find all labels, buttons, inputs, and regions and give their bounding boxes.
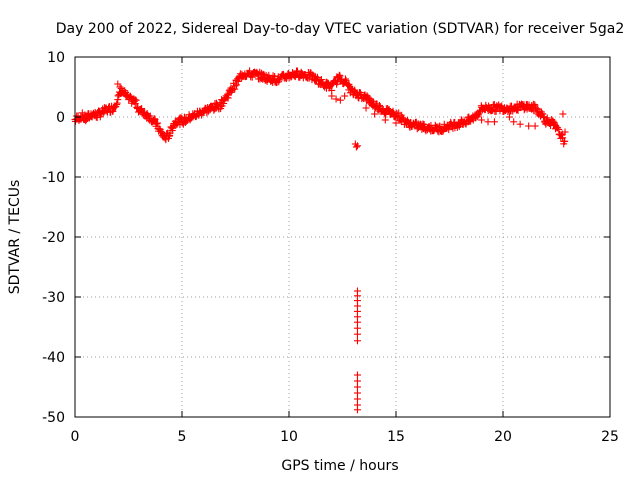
x-tick-label: 15 <box>387 429 405 445</box>
data-point <box>353 395 361 403</box>
data-point <box>561 128 569 136</box>
data-point <box>231 82 239 90</box>
data-point <box>248 73 256 81</box>
data-point <box>153 120 161 128</box>
data-point <box>212 99 220 107</box>
data-point <box>347 84 355 92</box>
data-point <box>353 337 361 345</box>
data-point <box>138 105 146 113</box>
y-axis: 10 0 -10 -20 -30 -40 -50 <box>42 50 610 426</box>
data-point <box>375 101 383 109</box>
x-tick-label: 0 <box>71 429 80 445</box>
data-point <box>353 324 361 332</box>
y-tick-label: 10 <box>47 50 65 66</box>
data-point <box>516 120 524 128</box>
data-point <box>392 119 400 127</box>
data-point <box>510 118 518 126</box>
data-point <box>490 118 498 126</box>
data-point <box>398 113 406 121</box>
data-point <box>323 78 331 86</box>
data-point <box>554 124 562 132</box>
data-point <box>294 68 302 76</box>
data-point <box>353 330 361 338</box>
data-point <box>445 126 453 134</box>
data-point <box>352 143 360 151</box>
y-tick-label: -30 <box>42 290 65 306</box>
data-point <box>335 71 343 79</box>
data-point <box>364 93 372 101</box>
data-point <box>384 105 392 113</box>
data-point <box>353 389 361 397</box>
data-point <box>113 99 121 107</box>
y-axis-title: SDTVAR / TECUs <box>7 180 23 295</box>
data-point <box>478 116 486 124</box>
x-tick-label: 25 <box>601 429 619 445</box>
data-point <box>269 72 277 80</box>
data-point <box>151 116 159 124</box>
data-point <box>353 371 361 379</box>
data-point <box>341 92 349 100</box>
data-point <box>157 127 165 135</box>
data-point <box>150 116 158 124</box>
data-point <box>362 104 370 112</box>
data-point <box>388 109 396 117</box>
data-point <box>525 122 533 130</box>
data-point <box>420 121 428 129</box>
data-point <box>371 110 379 118</box>
data-point <box>137 105 145 113</box>
data-point <box>561 137 569 145</box>
data-point <box>234 77 242 85</box>
data-point <box>353 383 361 391</box>
data-point <box>505 113 513 121</box>
data-point <box>353 406 361 414</box>
y-tick-label: 0 <box>56 110 65 126</box>
data-point <box>146 112 154 120</box>
data-marks <box>71 67 569 414</box>
data-point <box>484 118 492 126</box>
data-point <box>349 90 357 98</box>
x-tick-label: 20 <box>494 429 512 445</box>
data-point <box>531 122 539 130</box>
data-point <box>353 377 361 385</box>
data-point <box>116 83 124 91</box>
data-point <box>353 318 361 326</box>
data-point <box>336 96 344 104</box>
data-point <box>332 95 340 103</box>
data-point <box>550 120 558 128</box>
data-point <box>461 119 469 127</box>
y-tick-label: -20 <box>42 230 65 246</box>
x-tick-label: 5 <box>178 429 187 445</box>
y-tick-label: -40 <box>42 350 65 366</box>
chart-title: Day 200 of 2022, Sidereal Day-to-day VTE… <box>56 21 625 37</box>
x-axis-title: GPS time / hours <box>281 458 398 474</box>
data-point <box>381 116 389 124</box>
data-point <box>542 120 550 128</box>
data-point <box>353 142 361 150</box>
data-point <box>132 96 140 104</box>
data-point <box>559 110 567 118</box>
x-axis: 0 5 10 15 20 25 <box>71 57 619 445</box>
x-tick-label: 10 <box>280 429 298 445</box>
data-point <box>328 92 336 100</box>
y-tick-label: -10 <box>42 170 65 186</box>
data-point <box>131 100 139 108</box>
data-point <box>436 122 444 130</box>
y-tick-label: -50 <box>42 410 65 426</box>
